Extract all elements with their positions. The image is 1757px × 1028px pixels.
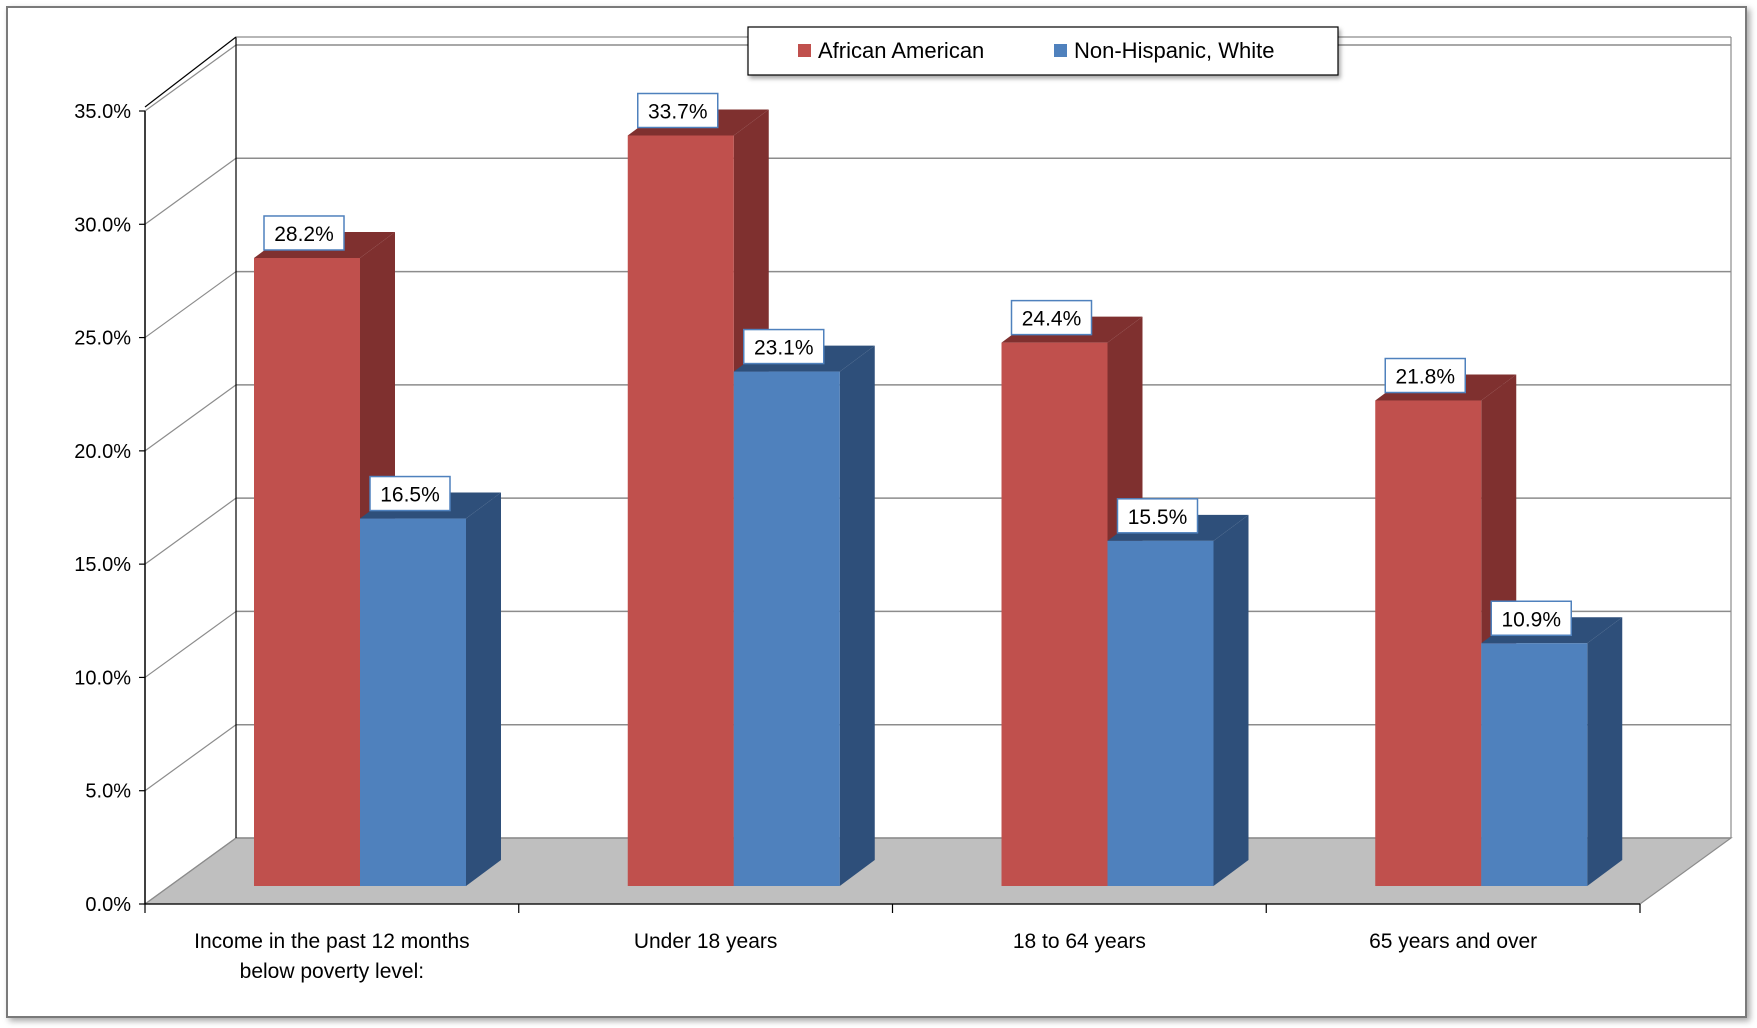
data-label-box (263, 215, 345, 251)
y-tick-label: 25.0% (74, 328, 131, 350)
data-label: 28.2% (263, 215, 345, 251)
bar-front (733, 371, 840, 886)
data-label-text: 23.1% (754, 337, 814, 360)
category-label: Under 18 years (634, 930, 778, 953)
bar-side (1213, 514, 1249, 886)
data-label-box (1116, 498, 1199, 534)
y-tick-label: 20.0% (74, 441, 131, 463)
y-tick-label: 5.0% (85, 781, 131, 803)
bar-2-1 (1107, 514, 1249, 886)
data-label-box (637, 92, 719, 129)
data-label-text: 21.8% (1395, 366, 1455, 389)
side-gridline (144, 271, 237, 339)
bar-0-1 (360, 492, 501, 886)
category-label: below poverty level: (240, 960, 424, 983)
data-label-box (369, 475, 451, 512)
data-label-box (743, 328, 825, 365)
side-gridline (144, 157, 237, 225)
bar-side (466, 492, 501, 886)
bar-3-1 (1481, 617, 1623, 886)
legend-swatch (798, 44, 811, 57)
bar-side (1587, 617, 1623, 886)
category-label: 18 to 64 years (1013, 930, 1146, 953)
side-gridline (144, 384, 237, 452)
bar-front (1107, 540, 1214, 886)
y-tick-label: 35.0% (74, 101, 131, 123)
bar-front (1481, 643, 1588, 886)
bar-front (254, 257, 360, 887)
bar-front (627, 135, 734, 887)
legend-swatch (1054, 44, 1067, 57)
legend-label: African American (818, 38, 984, 63)
data-label-text: 24.4% (1022, 308, 1082, 331)
data-label-box (1490, 600, 1572, 637)
data-label: 15.5% (1116, 498, 1199, 534)
legend: African American Non-Hispanic, White (747, 26, 1339, 76)
legend-box (747, 26, 1339, 76)
bar-front (1375, 400, 1482, 886)
side-gridline (144, 724, 237, 792)
bar-1-1 (733, 345, 875, 886)
y-tick-label: 0.0% (85, 894, 131, 916)
data-label-box (1010, 299, 1093, 336)
bar-2-0 (1001, 316, 1143, 886)
data-label-box (1384, 357, 1466, 394)
data-label: 16.5% (369, 475, 451, 512)
data-label-text: 33.7% (648, 101, 708, 124)
side-gridline (144, 497, 237, 565)
bar-side (839, 345, 875, 886)
category-label: 65 years and over (1369, 930, 1537, 953)
data-label-text: 16.5% (380, 484, 440, 507)
data-label-text: 15.5% (1128, 506, 1188, 529)
bar-front (360, 518, 466, 886)
side-gridline (144, 44, 237, 112)
bar-front (1001, 342, 1108, 886)
y-tick-label: 15.0% (74, 554, 131, 576)
side-gridline (144, 837, 237, 905)
data-label: 24.4% (1010, 299, 1093, 336)
side-gridline (144, 610, 237, 678)
bar-0-0 (254, 231, 395, 887)
data-label: 10.9% (1490, 600, 1572, 637)
y-tick-label: 30.0% (74, 214, 131, 236)
legend-label: Non-Hispanic, White (1074, 38, 1275, 63)
side-wall-top (144, 36, 237, 108)
data-label: 23.1% (743, 328, 825, 365)
data-label: 21.8% (1384, 357, 1466, 394)
data-label: 33.7% (637, 92, 719, 129)
category-label: Income in the past 12 months (194, 930, 470, 953)
y-tick-label: 10.0% (74, 667, 131, 689)
data-label-text: 10.9% (1501, 608, 1561, 631)
data-label-text: 28.2% (274, 223, 334, 246)
